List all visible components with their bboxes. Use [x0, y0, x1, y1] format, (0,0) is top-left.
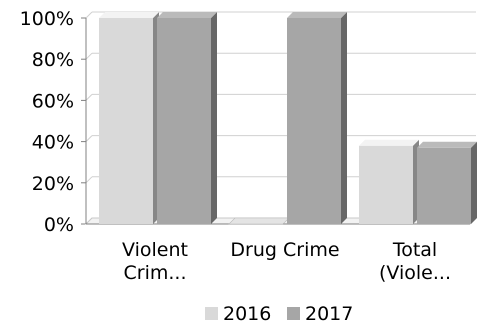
y-tick-label-3: 60%	[32, 90, 74, 112]
bar-2016-2	[359, 139, 419, 224]
legend-label-2017: 2017	[305, 303, 353, 325]
wall-gridline-2	[85, 135, 93, 142]
legend: 2016 2017	[205, 303, 353, 325]
y-tick-label-0: 0%	[44, 214, 74, 236]
bar-2017-2	[417, 141, 477, 224]
bar-2017-0	[157, 12, 217, 224]
y-tick-label-1: 20%	[32, 173, 74, 195]
legend-label-2016: 2016	[223, 303, 271, 325]
legend-swatch-2017	[287, 307, 300, 320]
y-tick-label-5: 100%	[20, 8, 74, 30]
wall-gridline-3	[85, 94, 93, 101]
legend-item-2017: 2017	[287, 303, 353, 325]
bar-2017-1	[287, 12, 347, 224]
x-category-label-0: Violent Crim...	[122, 239, 188, 284]
bar-2016-1	[228, 217, 290, 225]
legend-swatch-2016	[205, 307, 218, 320]
bars	[99, 12, 477, 225]
x-category-label-2: Total (Viole...	[379, 239, 451, 284]
wall-gridline-1	[85, 176, 93, 184]
wall-gridline-5	[85, 11, 93, 19]
x-category-label-1: Drug Crime	[230, 239, 339, 261]
wall-gridline-4	[85, 52, 93, 60]
bar-2016-0	[99, 12, 159, 224]
y-tick-labels: 0% 20% 40% 60% 80% 100%	[20, 8, 74, 236]
legend-item-2016: 2016	[205, 303, 271, 325]
x-category-labels: Violent Crim... Drug Crime Total (Viole...	[122, 239, 451, 284]
y-tick-label-2: 40%	[32, 132, 74, 154]
y-tick-label-4: 80%	[32, 49, 74, 71]
